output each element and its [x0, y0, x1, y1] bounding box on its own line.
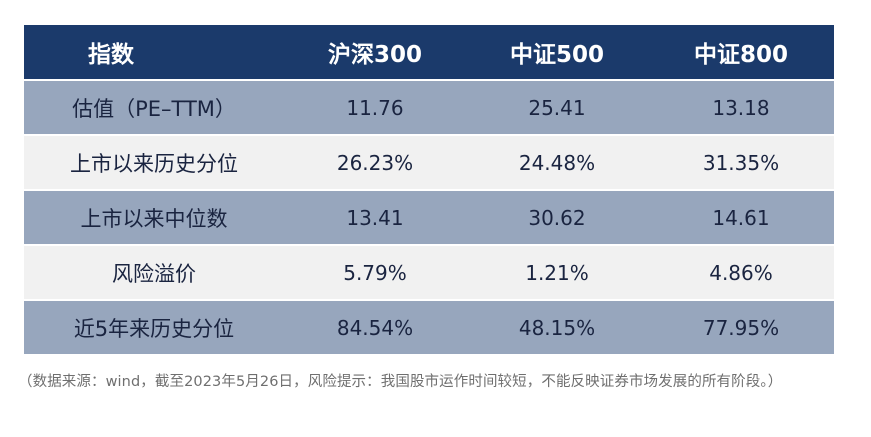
cell-csi500: 30.62: [466, 190, 648, 246]
table-row-pe-ttm: 估值（PE–TTM） 11.76 25.41 13.18: [24, 80, 834, 136]
valuation-table-container: 指数 沪深300 中证500 中证800 估值（PE–TTM） 11.76 25…: [24, 25, 834, 356]
valuation-table: 指数 沪深300 中证500 中证800 估值（PE–TTM） 11.76 25…: [24, 25, 834, 356]
header-hs300: 沪深300: [284, 25, 466, 81]
row-label: 上市以来中位数: [24, 190, 284, 246]
cell-csi500: 48.15%: [466, 300, 648, 356]
row-label: 上市以来历史分位: [24, 135, 284, 191]
cell-csi800: 4.86%: [648, 245, 834, 301]
cell-csi800: 77.95%: [648, 300, 834, 356]
table-row-median: 上市以来中位数 13.41 30.62 14.61: [24, 190, 834, 246]
table-row-5yr-percentile: 近5年来历史分位 84.54% 48.15% 77.95%: [24, 300, 834, 356]
source-note: （数据来源：wind，截至2023年5月26日，风险提示：我国股市运作时间较短，…: [18, 374, 783, 390]
cell-csi800: 13.18: [648, 80, 834, 136]
cell-csi800: 14.61: [648, 190, 834, 246]
header-csi500: 中证500: [466, 25, 648, 81]
cell-csi500: 25.41: [466, 80, 648, 136]
cell-hs300: 84.54%: [284, 300, 466, 356]
cell-hs300: 11.76: [284, 80, 466, 136]
cell-csi500: 24.48%: [466, 135, 648, 191]
cell-hs300: 26.23%: [284, 135, 466, 191]
cell-csi500: 1.21%: [466, 245, 648, 301]
table-row-risk-premium: 风险溢价 5.79% 1.21% 4.86%: [24, 245, 834, 301]
cell-csi800: 31.35%: [648, 135, 834, 191]
row-label: 估值（PE–TTM）: [24, 80, 284, 136]
row-label: 风险溢价: [24, 245, 284, 301]
table-header-row: 指数 沪深300 中证500 中证800: [24, 25, 834, 81]
cell-hs300: 13.41: [284, 190, 466, 246]
header-index: 指数: [24, 25, 284, 81]
cell-hs300: 5.79%: [284, 245, 466, 301]
row-label: 近5年来历史分位: [24, 300, 284, 356]
header-csi800: 中证800: [648, 25, 834, 81]
table-row-historical-percentile: 上市以来历史分位 26.23% 24.48% 31.35%: [24, 135, 834, 191]
